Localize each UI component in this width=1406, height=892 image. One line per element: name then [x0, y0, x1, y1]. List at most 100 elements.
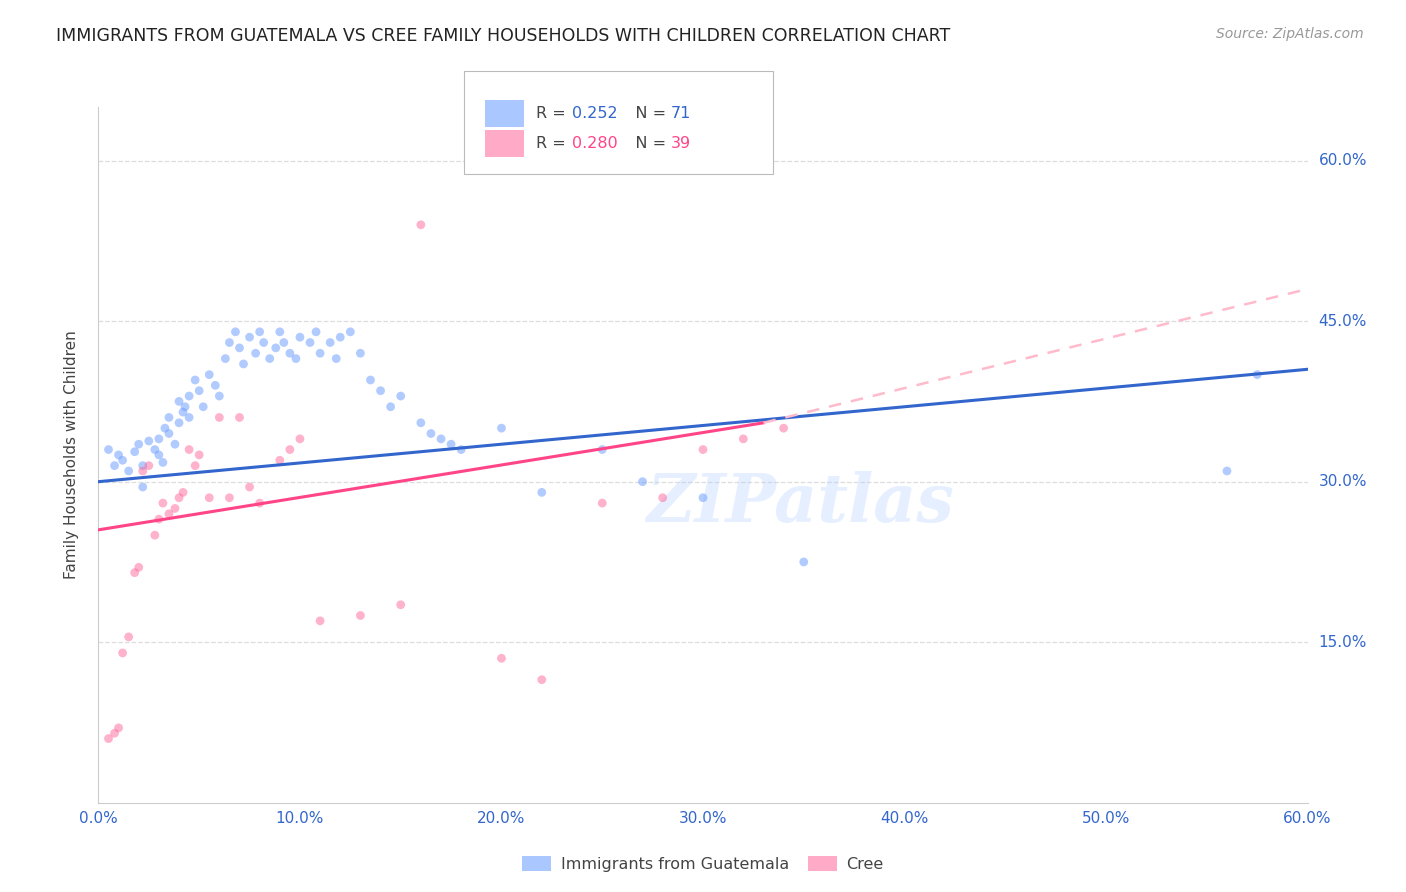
- Point: [530, 485, 553, 500]
- Point: [1216, 464, 1239, 478]
- Text: N =: N =: [620, 106, 671, 120]
- Text: 15.0%: 15.0%: [1319, 635, 1367, 649]
- Point: [97, 731, 120, 746]
- Point: [163, 501, 186, 516]
- Point: [370, 384, 392, 398]
- Y-axis label: Family Households with Children: Family Households with Children: [65, 331, 79, 579]
- Point: [204, 378, 226, 392]
- Point: [218, 335, 240, 350]
- Text: 45.0%: 45.0%: [1319, 314, 1367, 328]
- Point: [107, 448, 129, 462]
- Point: [245, 346, 267, 360]
- Point: [214, 351, 236, 366]
- Point: [288, 432, 311, 446]
- Point: [269, 325, 291, 339]
- Text: R =: R =: [536, 106, 571, 120]
- Point: [253, 335, 276, 350]
- Point: [174, 400, 197, 414]
- Point: [224, 325, 246, 339]
- Text: 30.0%: 30.0%: [1319, 475, 1367, 489]
- Point: [409, 416, 432, 430]
- Text: N =: N =: [620, 136, 671, 151]
- Point: [184, 373, 207, 387]
- Point: [118, 630, 141, 644]
- Text: 71: 71: [671, 106, 690, 120]
- Text: 60.0%: 60.0%: [1319, 153, 1367, 168]
- Point: [157, 507, 180, 521]
- Point: [239, 330, 262, 344]
- Point: [177, 410, 201, 425]
- Point: [349, 346, 371, 360]
- Point: [148, 448, 170, 462]
- Point: [128, 560, 150, 574]
- Point: [208, 410, 231, 425]
- Point: [138, 458, 160, 473]
- Point: [172, 485, 194, 500]
- Point: [103, 726, 125, 740]
- Point: [299, 335, 322, 350]
- Point: [1246, 368, 1268, 382]
- Point: [273, 335, 295, 350]
- Point: [188, 448, 211, 462]
- Point: [232, 357, 254, 371]
- Point: [228, 410, 250, 425]
- Point: [177, 442, 201, 457]
- Point: [450, 442, 472, 457]
- Point: [591, 496, 613, 510]
- Point: [143, 442, 166, 457]
- Point: [349, 608, 371, 623]
- Point: [157, 426, 180, 441]
- Point: [491, 651, 513, 665]
- Point: [218, 491, 240, 505]
- Point: [591, 442, 613, 457]
- Point: [440, 437, 463, 451]
- Point: [360, 373, 382, 387]
- Point: [103, 458, 125, 473]
- Point: [309, 346, 332, 360]
- Point: [198, 368, 221, 382]
- Point: [128, 437, 150, 451]
- Point: [167, 394, 190, 409]
- Point: [530, 673, 553, 687]
- Legend: Immigrants from Guatemala, Cree: Immigrants from Guatemala, Cree: [516, 850, 890, 879]
- Point: [148, 512, 170, 526]
- Point: [124, 566, 146, 580]
- Point: [228, 341, 250, 355]
- Text: 39: 39: [671, 136, 690, 151]
- Point: [269, 453, 291, 467]
- Point: [239, 480, 262, 494]
- Point: [325, 351, 347, 366]
- Point: [249, 325, 271, 339]
- Point: [132, 464, 155, 478]
- Point: [329, 330, 352, 344]
- Point: [278, 442, 301, 457]
- Point: [793, 555, 815, 569]
- Point: [132, 458, 155, 473]
- Text: R =: R =: [536, 136, 571, 151]
- Point: [172, 405, 194, 419]
- Text: 0.280: 0.280: [572, 136, 619, 151]
- Text: IMMIGRANTS FROM GUATEMALA VS CREE FAMILY HOUSEHOLDS WITH CHILDREN CORRELATION CH: IMMIGRANTS FROM GUATEMALA VS CREE FAMILY…: [56, 27, 950, 45]
- Point: [111, 646, 134, 660]
- Point: [430, 432, 453, 446]
- Point: [188, 384, 211, 398]
- Point: [143, 528, 166, 542]
- Point: [733, 432, 755, 446]
- Point: [148, 432, 170, 446]
- Point: [389, 598, 412, 612]
- Text: ZIPatlas: ZIPatlas: [645, 471, 953, 536]
- Point: [208, 389, 231, 403]
- Point: [138, 434, 160, 448]
- Point: [651, 491, 673, 505]
- Text: Source: ZipAtlas.com: Source: ZipAtlas.com: [1216, 27, 1364, 41]
- Point: [631, 475, 654, 489]
- Point: [259, 351, 281, 366]
- Point: [198, 491, 221, 505]
- Point: [409, 218, 432, 232]
- Point: [118, 464, 141, 478]
- Point: [152, 496, 174, 510]
- Point: [288, 330, 311, 344]
- Point: [284, 351, 307, 366]
- Point: [97, 442, 120, 457]
- Point: [380, 400, 402, 414]
